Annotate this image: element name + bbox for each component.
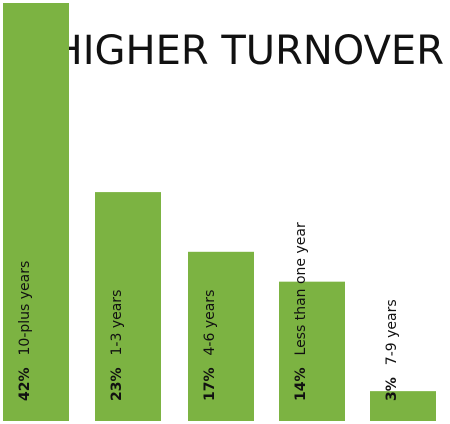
- chart-title: HIGHER TURNOVER: [53, 28, 444, 74]
- bar-7-9-years: [370, 391, 436, 421]
- bar-value-less-than-one-year: 14%: [293, 367, 309, 401]
- bar-10-plus-years: [3, 3, 69, 421]
- bar-value-1-3-years: 23%: [109, 367, 125, 401]
- bar-label-1-3-years: 1-3 years: [109, 290, 125, 356]
- labels-group: 42% 10-plus years 23% 1-3 years 17% 4-6 years…: [17, 222, 400, 401]
- bar-4-6-years: [188, 251, 254, 421]
- bar-value-10-plus-years: 42%: [17, 367, 33, 401]
- bar-label-less-than-one-year: Less than one year: [293, 222, 309, 355]
- bars-group: [3, 3, 436, 421]
- bar-less-than-one-year: [279, 281, 345, 421]
- bar-label-7-9-years: 7-9 years: [384, 299, 400, 365]
- bar-value-4-6-years: 17%: [202, 367, 218, 401]
- bar-label-4-6-years: 4-6 years: [202, 290, 218, 356]
- bar-label-10-plus-years: 10-plus years: [17, 261, 33, 356]
- bar-value-7-9-years: 3%: [384, 377, 400, 401]
- bar-1-3-years: [95, 192, 161, 421]
